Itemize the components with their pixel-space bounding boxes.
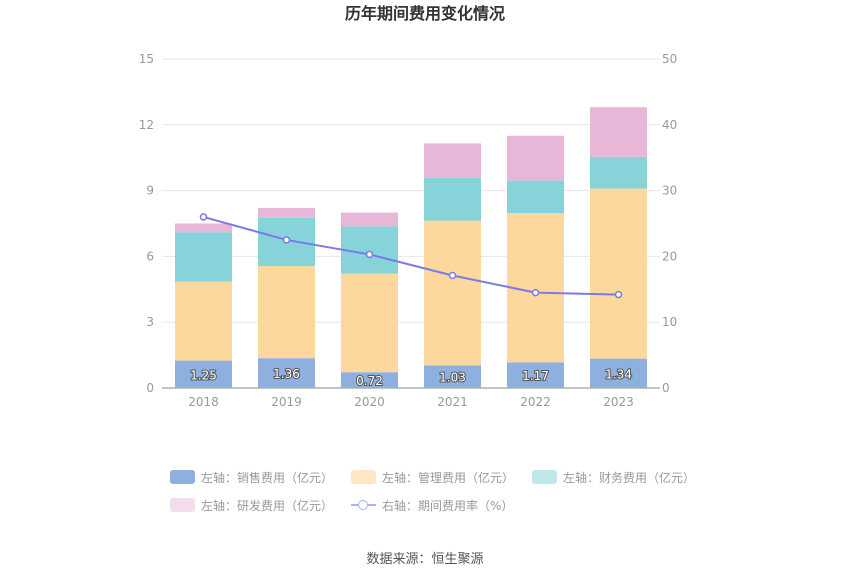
legend-swatch	[351, 498, 377, 512]
bar-segment	[590, 358, 647, 388]
bar-segment	[590, 188, 647, 359]
bar-segment	[175, 281, 232, 361]
legend-label: 左轴：研发费用（亿元）	[201, 498, 334, 513]
rate-point	[282, 236, 291, 244]
rate-point	[448, 271, 457, 280]
left-tick-label: 12	[139, 118, 154, 132]
right-tick-label: 10	[662, 315, 677, 329]
bar-segment	[507, 135, 564, 181]
bar-segment	[175, 360, 232, 388]
x-tick-label: 2020	[354, 395, 385, 409]
rate-point	[614, 290, 623, 299]
legend-label: 左轴：销售费用（亿元）	[201, 470, 334, 485]
bar-value-label: 1.36	[273, 367, 300, 381]
right-tick-label: 30	[662, 184, 677, 198]
data-source: 数据来源：恒生聚源	[366, 552, 484, 567]
left-tick-label: 6	[146, 249, 154, 263]
x-tick-label: 2021	[437, 395, 468, 409]
legend: 左轴：销售费用（亿元） 左轴：管理费用（亿元） 左轴：财务费用（亿元） 左轴：研发费用…	[170, 468, 710, 514]
bar-segment	[175, 232, 232, 282]
legend-label: 左轴：管理费用（亿元）	[382, 470, 515, 485]
left-axis: 0 3 6 9 12 15	[139, 52, 154, 395]
bars	[175, 107, 647, 388]
legend-label: 左轴：财务费用（亿元）	[563, 470, 696, 485]
right-tick-label: 40	[662, 118, 677, 132]
bar-segment	[341, 273, 398, 373]
rate-line	[199, 213, 623, 299]
legend-label: 右轴：期间费用率（%）	[382, 498, 514, 513]
rate-point	[365, 250, 374, 259]
grid-lines	[162, 58, 660, 389]
legend-swatch	[170, 498, 195, 512]
bar-segment	[590, 107, 647, 157]
bar-value-label: 1.03	[439, 371, 466, 385]
bar-segment	[424, 365, 481, 388]
bar-segment	[175, 223, 232, 233]
bar-labels: 1.25 1.36 0.72 1.03 1.17 1.34	[189, 366, 633, 389]
legend-item[interactable]: 右轴：期间费用率（%）	[351, 496, 513, 514]
bar-segment	[258, 358, 315, 388]
legend-swatch	[170, 470, 195, 484]
bar-segment	[507, 362, 564, 388]
legend-item[interactable]: 左轴：财务费用（亿元）	[532, 468, 695, 486]
right-tick-label: 20	[662, 249, 677, 263]
left-tick-label: 0	[146, 381, 154, 395]
bar-segment	[341, 372, 398, 388]
legend-swatch	[532, 470, 558, 484]
bar-segment	[424, 220, 481, 366]
x-tick-label: 2018	[188, 395, 219, 409]
left-tick-label: 3	[146, 315, 154, 329]
x-axis: 2018 2019 2020 2021 2022 2023	[188, 395, 634, 409]
bar-segment	[424, 177, 481, 221]
x-tick-label: 2023	[603, 395, 634, 409]
legend-item[interactable]: 左轴：销售费用（亿元）	[170, 468, 333, 486]
bar-segment	[507, 180, 564, 214]
chart-title: 历年期间费用变化情况	[345, 4, 505, 23]
rate-line-path	[203, 215, 619, 296]
bar-value-label: 1.34	[605, 367, 632, 381]
bar-value-label: 1.17	[522, 369, 549, 383]
x-tick-label: 2019	[271, 395, 302, 409]
right-tick-label: 50	[662, 52, 677, 66]
left-tick-label: 15	[139, 52, 154, 66]
bar-segment	[424, 143, 481, 178]
legend-item[interactable]: 左轴：管理费用（亿元）	[351, 468, 514, 486]
bar-segment	[258, 207, 315, 218]
legend-swatch	[351, 470, 377, 484]
bar-segment	[341, 226, 398, 274]
rate-point	[531, 288, 540, 297]
right-tick-label: 0	[662, 381, 670, 395]
bar-segment	[341, 212, 398, 227]
bar-segment	[590, 156, 647, 189]
bar-segment	[258, 266, 315, 359]
bar-value-label: 1.25	[190, 368, 217, 382]
left-tick-label: 9	[146, 184, 154, 198]
legend-item[interactable]: 左轴：研发费用（亿元）	[170, 496, 333, 514]
rate-point	[199, 213, 208, 221]
bar-value-label: 0.72	[356, 374, 383, 388]
x-tick-label: 2022	[520, 395, 551, 409]
right-axis: 0 10 20 30 40 50	[662, 52, 677, 395]
